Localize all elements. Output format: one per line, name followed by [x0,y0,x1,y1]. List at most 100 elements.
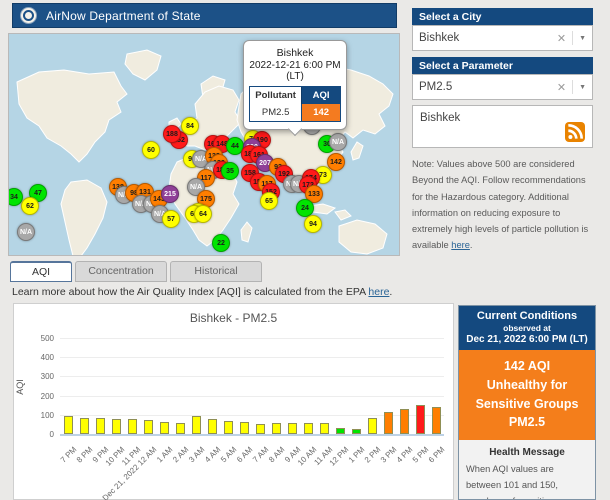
popup-aqi-value: 142 [302,104,340,121]
aqi-category-line: Unhealthy for Sensitive Groups [475,377,579,411]
popup-pollutant-header: Pollutant [250,87,303,104]
note-period: . [469,240,473,251]
y-tick-label: 200 [40,391,54,401]
chart-bar[interactable] [224,421,233,434]
chart-bar[interactable] [240,422,249,434]
x-tick-label: 3 PM [378,445,399,465]
chart-bar[interactable] [176,423,185,434]
chart-bar[interactable] [416,405,425,434]
app-header: AirNow Department of State [12,3,397,28]
health-message-text: When AQI values are between 101 and 150,… [466,464,585,499]
chart-bar[interactable] [160,422,169,434]
city-clear-icon[interactable]: ✕ [556,32,567,45]
parameter-clear-icon[interactable]: ✕ [556,81,567,94]
learn-more-here-link[interactable]: here [368,286,390,298]
current-conditions-header: Current Conditions observed at Dec 21, 2… [459,306,595,350]
parameter-select-value: PM2.5 [419,81,453,93]
aqi-marker[interactable]: N/A [329,133,347,151]
chart-bar[interactable] [432,407,441,434]
aqi-marker[interactable]: 65 [260,192,278,210]
aqi-marker[interactable]: 35 [221,162,239,180]
gridline [60,376,444,378]
chart-bar[interactable] [144,420,153,434]
y-tick-label: 100 [40,410,54,420]
note-here-link[interactable]: here [451,240,470,251]
aqi-marker[interactable]: 94 [304,215,322,233]
chart-bar[interactable] [368,418,377,434]
chart-bar[interactable] [256,424,265,434]
chart-bar[interactable] [304,423,313,434]
select-parameter-header: Select a Parameter [412,57,593,74]
aqi-marker[interactable]: 64 [194,205,212,223]
aqi-marker[interactable]: 133 [305,185,323,203]
chart-bar[interactable] [320,423,329,434]
chart-bar[interactable] [192,416,201,434]
aqi-value-line: 142 AQI [503,359,551,373]
gridline [60,357,444,359]
chart-bar[interactable] [336,428,345,434]
chart-bar[interactable] [352,429,361,434]
parameter-chevron-down-icon[interactable]: ▼ [579,83,586,91]
popup-aqi-header: AQI [302,87,340,104]
x-tick-label: 7 PM [58,445,79,465]
popup-city: Bishkek [276,47,314,59]
chart-bar[interactable] [128,419,137,434]
x-tick-label: 1 PM [346,445,367,465]
chart-plot-area: 0 100 200 300 400 500 [41,334,444,439]
x-tick-label: 6 AM [235,445,255,465]
x-tick-label: 2 AM [171,445,191,465]
aqi-marker[interactable]: 188 [163,125,181,143]
health-message-title: Health Message [489,447,565,458]
tab-concentration[interactable]: Concentration [75,261,167,282]
popup-timezone: (LT) [286,71,304,82]
aqi-marker[interactable]: N/A [17,223,35,241]
aqi-marker[interactable]: 215 [161,185,179,203]
city-select-value: Bishkek [419,32,460,44]
chart-bar[interactable] [112,419,121,434]
aqi-marker[interactable]: 142 [327,153,345,171]
tab-historical[interactable]: Historical [170,261,262,282]
health-message-block: Health Message When AQI values are betwe… [459,440,595,499]
chart-bar[interactable] [288,423,297,434]
gridline [60,395,444,397]
popup-datetime: 2022-12-21 6:00 PM [249,60,341,71]
popup-pollutant-value: PM2.5 [250,104,303,121]
learn-more-text: Learn more about how the Air Quality Ind… [12,286,369,298]
x-tick-label: 1 AM [155,445,175,465]
chart-bar[interactable] [208,419,217,434]
aqi-marker[interactable]: 84 [181,117,199,135]
aqi-marker[interactable]: 57 [162,210,180,228]
y-tick-label: 300 [40,372,54,382]
feed-box: Bishkek [412,105,593,148]
chart-bar[interactable] [272,423,281,434]
chart-bar[interactable] [384,412,393,434]
chart-bar[interactable] [96,418,105,434]
aqi-marker[interactable]: 24 [296,199,314,217]
x-tick-label: 4 PM [394,445,415,465]
aqi-note: Note: Values above 500 are considered Be… [412,156,593,254]
aqi-marker[interactable]: 60 [142,141,160,159]
chart-x-axis-labels: 7 PM 8 PM 9 PM 10 PM 11 PM Dec 21, 2022 12 AM… [58,441,447,500]
chart-title: Bishkek - PM2.5 [189,311,278,325]
aqi-marker[interactable]: 22 [212,234,230,252]
popup-table: Pollutant AQI PM2.5 142 [249,86,341,122]
dos-seal-icon [20,7,37,24]
chart-bar[interactable] [400,409,409,434]
chart-y-axis-label: AQI [14,379,25,395]
rss-icon[interactable] [565,122,585,142]
x-tick-label: 5 PM [410,445,431,465]
current-conditions-panel: Current Conditions observed at Dec 21, 2… [458,305,596,500]
aqi-marker[interactable]: 34 [9,188,23,206]
chart-bar[interactable] [64,416,73,434]
city-chevron-down-icon[interactable]: ▼ [579,34,586,42]
x-tick-label: 6 PM [426,445,447,465]
x-tick-label: 8 PM [74,445,95,465]
x-tick-label: 5 AM [219,445,239,465]
x-tick-label: 4 AM [203,445,223,465]
tab-aqi[interactable]: AQI [10,261,72,282]
parameter-select[interactable]: PM2.5 ✕ ▼ [412,74,593,100]
chart-bar[interactable] [80,418,89,434]
aqi-marker[interactable]: 62 [21,197,39,215]
city-select[interactable]: Bishkek ✕ ▼ [412,25,593,51]
